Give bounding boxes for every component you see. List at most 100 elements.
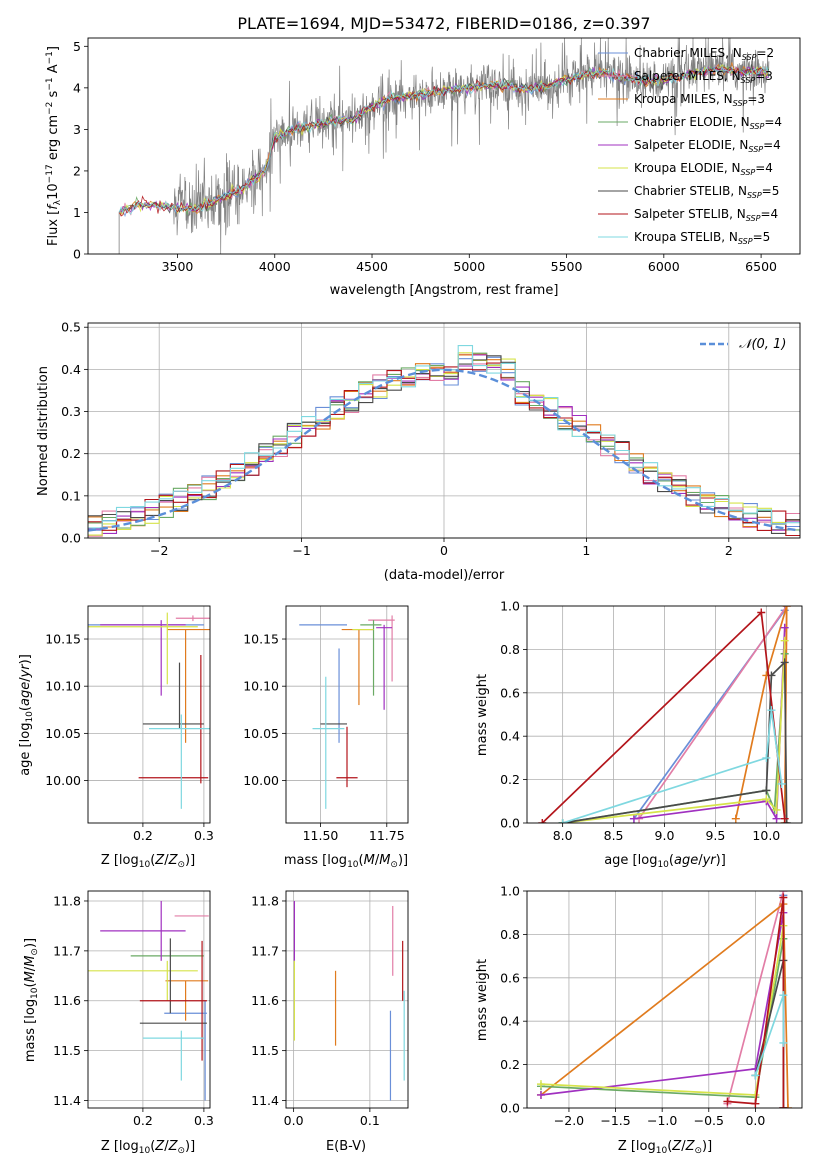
weight-marker-salpeter-elodie xyxy=(780,623,789,632)
weight-vs-age-panel: 8.0 8.5 9.0 9.5 10.0 0.0 0.2 0.4 0.6 0.8 1.0 xyxy=(500,599,803,843)
y-tick-label: 10.05 xyxy=(243,726,279,741)
y-tick-label: 10.15 xyxy=(243,632,279,647)
residual-hist-salpeter-stelib xyxy=(88,362,800,537)
y-tick-label: 0.8 xyxy=(500,927,520,942)
x-tick-label: 0.1 xyxy=(360,1113,380,1128)
y-tick-label: 0.1 xyxy=(61,488,81,503)
x-tick-label: 5000 xyxy=(453,259,485,274)
x-tick-label: 5500 xyxy=(551,259,583,274)
plot-area xyxy=(118,38,770,254)
weight-marker-kroupa-stelib xyxy=(779,1038,788,1047)
mass-z-xlabel: Z [log10(Z/Z⊙)] xyxy=(101,1139,195,1156)
legend-entry: Salpeter MILES, NSSP=3 xyxy=(634,69,773,85)
gaussian-legend-label: 𝒩(0, 1) xyxy=(739,337,786,352)
weight-marker-kroupa-stelib xyxy=(751,1071,760,1080)
axis-ticks: 0.2 0.3 10.00 10.05 10.10 10.15 xyxy=(45,632,214,843)
x-tick-label: 10.0 xyxy=(752,828,780,843)
axis-ticks: 3500 4000 4500 5000 5500 6000 6500 0 1 2 3 4 5 xyxy=(73,39,777,274)
legend-entry: Chabrier STELIB, NSSP=5 xyxy=(634,184,779,200)
plot-area xyxy=(536,891,793,1108)
plot-area xyxy=(293,900,405,1101)
age-z-xlabel: Z [log10(Z/Z⊙)] xyxy=(101,853,195,870)
age-ylabel: age [log10(age/yr)] xyxy=(18,654,35,776)
weight-vs-z-panel: −2.0 −1.5 −1.0 −0.5 0.0 0.0 0.2 0.4 0.6 0.8 1.0 xyxy=(500,884,803,1129)
x-tick-label: 0.0 xyxy=(284,1113,304,1128)
legend-entry: Salpeter ELODIE, NSSP=4 xyxy=(634,138,781,154)
x-tick-label: 8.5 xyxy=(604,828,624,843)
axes-frame xyxy=(526,605,803,824)
y-tick-label: 0.4 xyxy=(500,729,520,744)
weight-line-chabrier-elodie xyxy=(562,653,786,823)
legend-entry: Chabrier ELODIE, NSSP=4 xyxy=(634,115,782,131)
age-mass-xlabel: mass [log10(M/M⊙)] xyxy=(284,853,408,870)
axes-frame xyxy=(285,605,409,824)
axis-ticks: −2 −1 0 1 2 0.0 0.1 0.2 0.3 0.4 0.5 xyxy=(61,320,733,558)
y-tick-label: 11.6 xyxy=(53,993,81,1008)
y-tick-label: 3 xyxy=(73,122,81,137)
y-tick-label: 10.00 xyxy=(45,773,81,788)
weight-marker-kroupa-miles xyxy=(784,1104,793,1108)
weight-line-salpeter-miles xyxy=(726,891,785,1104)
x-tick-label: 9.5 xyxy=(705,828,725,843)
weight-age-ylabel: mass weight xyxy=(475,674,490,756)
axes-frame xyxy=(87,322,801,539)
legend-entry: Kroupa STELIB, NSSP=5 xyxy=(634,230,770,246)
weight-marker-kroupa-elodie xyxy=(536,1080,545,1089)
ebv-xlabel: E(B-V) xyxy=(326,1139,366,1154)
x-tick-label: 8.0 xyxy=(553,828,573,843)
y-tick-label: 11.5 xyxy=(251,1043,279,1058)
axis-ticks: 0.0 0.1 11.4 11.5 11.6 11.7 11.8 xyxy=(251,893,380,1128)
weight-marker-kroupa-miles xyxy=(731,814,740,823)
x-tick-label: 11.75 xyxy=(369,828,405,843)
model-spectrum-kroupa-stelib xyxy=(118,65,770,215)
y-tick-label: 0.6 xyxy=(500,970,520,985)
weight-marker-chabrier-stelib xyxy=(782,819,791,823)
spectrum-panel: 3500 4000 4500 5000 5500 6000 6500 0 1 2 3 4 5 Chabri… xyxy=(73,37,801,274)
x-tick-label: 1 xyxy=(582,543,590,558)
x-tick-label: −2 xyxy=(150,543,168,558)
x-tick-label: 3500 xyxy=(162,259,194,274)
weight-marker-kroupa-elodie xyxy=(762,795,771,804)
weight-marker-salpeter-stelib xyxy=(780,814,789,823)
y-tick-label: 10.00 xyxy=(243,773,279,788)
plot-area xyxy=(538,606,791,823)
y-tick-label: 0.8 xyxy=(500,642,520,657)
residuals-panel: −2 −1 0 1 2 0.0 0.1 0.2 0.3 0.4 0.5 𝒩(0, 1) xyxy=(61,320,801,558)
legend-entry: Chabrier MILES, NSSP=2 xyxy=(634,46,774,62)
y-tick-label: 0.4 xyxy=(61,362,81,377)
weight-marker-kroupa-elodie xyxy=(772,805,781,814)
y-tick-label: 0.6 xyxy=(500,685,520,700)
weight-line-kroupa-elodie xyxy=(562,640,786,823)
gaussian-curve xyxy=(88,368,800,532)
mass-ylabel: mass [log10(M/M⊙)] xyxy=(23,938,40,1062)
mass-vs-z-panel: 0.2 0.3 11.4 11.5 11.6 11.7 11.8 xyxy=(53,890,214,1128)
y-tick-label: 0.4 xyxy=(500,1014,520,1029)
observed-spectrum xyxy=(118,38,770,254)
model-spectrum-kroupa-elodie xyxy=(118,63,770,215)
weight-marker-salpeter-stelib xyxy=(757,608,766,617)
y-tick-label: 2 xyxy=(73,163,81,178)
residuals-xlabel: (data-model)/error xyxy=(384,568,505,583)
y-tick-label: 11.7 xyxy=(251,943,279,958)
weight-marker-salpeter-elodie xyxy=(536,1090,545,1099)
age-vs-mass-panel: 11.50 11.75 10.00 10.05 10.10 10.15 xyxy=(243,605,409,843)
y-tick-label: 0 xyxy=(73,247,81,262)
x-tick-label: −2.0 xyxy=(554,1113,584,1128)
y-tick-label: 0.0 xyxy=(61,531,81,546)
weight-line-kroupa-stelib xyxy=(562,710,783,823)
axes-frame xyxy=(285,890,409,1109)
y-tick-label: 1.0 xyxy=(500,599,520,614)
legend-entry: Salpeter STELIB, NSSP=4 xyxy=(634,207,778,223)
weight-z-xlabel: Z [log10(Z/Z⊙)] xyxy=(618,1139,712,1156)
weight-line-chabrier-stelib xyxy=(562,660,788,823)
weight-marker-kroupa-stelib xyxy=(777,779,786,788)
x-tick-label: 4000 xyxy=(259,259,291,274)
weight-age-xlabel: age [log10(age/yr)] xyxy=(604,853,726,870)
residuals-ylabel: Normed distribution xyxy=(36,366,51,496)
axes-frame xyxy=(87,890,211,1109)
x-tick-label: 4500 xyxy=(356,259,388,274)
x-tick-label: 11.50 xyxy=(303,828,339,843)
y-tick-label: 11.8 xyxy=(251,893,279,908)
x-tick-label: −0.5 xyxy=(694,1113,724,1128)
axis-ticks: −2.0 −1.5 −1.0 −0.5 0.0 0.0 0.2 0.4 0.6 0.8 1.0 xyxy=(500,884,765,1129)
